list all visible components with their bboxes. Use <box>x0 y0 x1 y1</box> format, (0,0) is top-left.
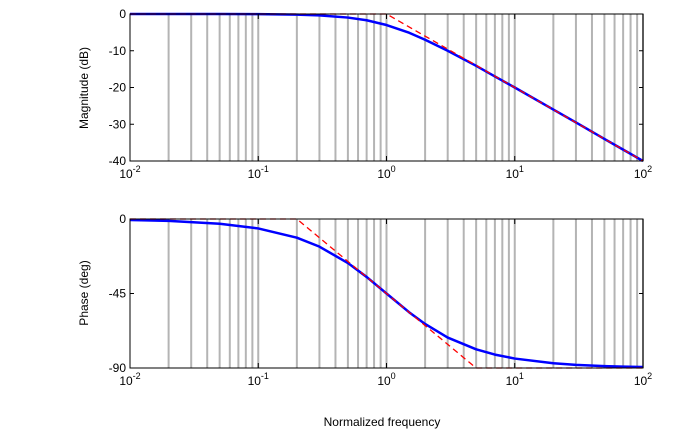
x-tick-label: 102 <box>634 164 652 181</box>
y-tick-label: -20 <box>109 81 127 95</box>
x-tick-label: 10-1 <box>248 164 269 181</box>
y-axis-label-phase: Phase (deg) <box>77 260 91 325</box>
y-tick-label: -45 <box>109 287 127 301</box>
y-axis-label-magnitude: Magnitude (dB) <box>77 47 91 129</box>
x-tick-label: 100 <box>377 164 395 181</box>
y-tick-label: 0 <box>119 7 126 21</box>
x-axis-label: Normalized frequency <box>324 415 441 429</box>
y-tick-label: 0 <box>119 212 126 226</box>
x-tick-label: 101 <box>506 164 524 181</box>
y-tick-label: -90 <box>109 361 127 375</box>
x-tick-label: 101 <box>506 371 524 388</box>
y-tick-label: -30 <box>109 117 127 131</box>
x-tick-label: 10-1 <box>248 371 269 388</box>
x-tick-label: 10-2 <box>119 371 140 388</box>
y-tick-label: -40 <box>109 154 127 168</box>
x-tick-label: 100 <box>377 371 395 388</box>
x-tick-label: 102 <box>634 371 652 388</box>
y-tick-label: -10 <box>109 44 127 58</box>
x-tick-label: 10-2 <box>119 164 140 181</box>
